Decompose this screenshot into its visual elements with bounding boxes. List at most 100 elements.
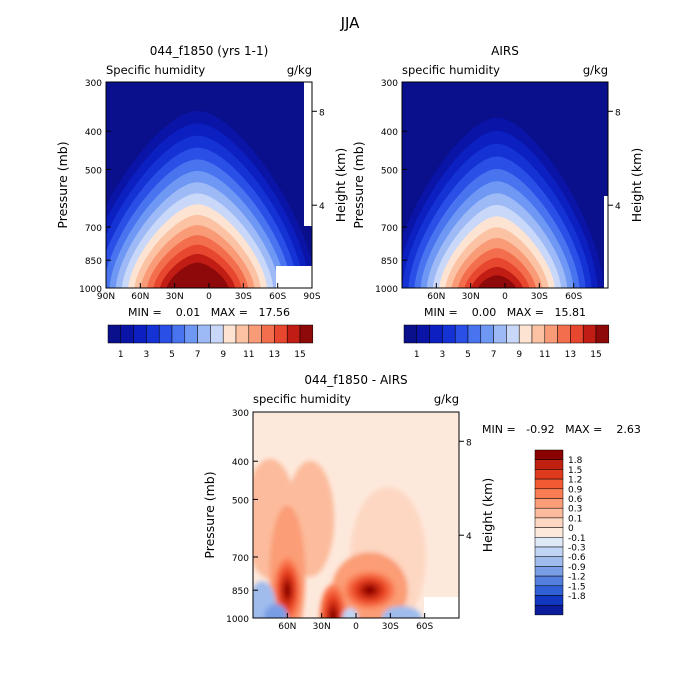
colorbar-label: 5 [169,350,175,360]
colorbar-label: 13 [565,350,576,360]
contour-band-15 [477,275,516,288]
panel-obs-colorbar: 1 3 5 7 9 11 13 15 [403,324,610,360]
x-tick-label: 60S [416,622,433,632]
y-tick-label: 700 [232,554,249,564]
panel-obs-height-axis-label: Height (km) [629,148,644,222]
x-tick-label: 60N [278,622,296,632]
colorbar-swatch [582,324,597,344]
panel-diff-units-label: g/kg [434,392,459,406]
y-tick-label: 400 [232,458,249,468]
colorbar-swatch [534,488,564,499]
colorbar-swatch [286,324,301,344]
anomaly-core-band [284,582,291,598]
colorbar-swatch [107,324,122,344]
difference-field [253,458,427,618]
panel-obs-plot-area [402,82,608,288]
colorbar-label: 0.6 [568,495,583,505]
height-tick-label: 8 [466,438,472,448]
panel-obs: AIRS specific humidity g/kg 300 400 500 700… [351,44,644,360]
y-tick-label: 850 [381,257,398,267]
colorbar-label: 0.1 [568,514,582,524]
height-tick-label: 4 [466,532,472,542]
panel-diff-variable-label: specific humidity [253,392,351,406]
y-tick-label: 500 [85,166,102,176]
panel-diff-min-max: MIN = -0.92 MAX = 2.63 [482,423,641,436]
panel-diff-y-axis-label: Pressure (mb) [202,471,217,558]
x-tick-label: 60S [565,292,582,302]
y-tick-label: 300 [85,79,102,89]
y-tick-label: 300 [232,409,249,419]
colorbar-label: 13 [269,350,280,360]
colorbar-swatch [158,324,173,344]
panel-model-y-axis: 300 400 500 700 850 1000 [79,79,111,295]
panel-diff-contours [253,458,427,618]
x-tick-label: 0 [353,622,359,632]
colorbar-swatch [429,324,443,344]
colorbar-label: 3 [144,350,150,360]
contour-band-15 [166,262,229,288]
panel-diff-plot-area [253,412,459,618]
colorbar-swatch [534,604,564,616]
colorbar-label: 5 [465,350,471,360]
y-tick-label: 1000 [79,285,102,295]
y-tick-label: 1000 [375,285,398,295]
panel-obs-units-label: g/kg [583,63,608,77]
colorbar-label: -0.3 [568,544,586,554]
x-tick-label: 0 [206,292,212,302]
panel-model-colorbar: 1 3 5 7 9 11 13 15 [107,324,314,360]
colorbar-swatch [518,324,533,344]
negative-anomaly-region [342,608,359,618]
colorbar-label: 11 [539,350,550,360]
colorbar-swatch [570,324,584,344]
height-tick-label: 4 [319,202,325,212]
panel-model-height-axis: 84 [312,108,325,212]
colorbar-swatch [534,459,564,470]
figure-title: JJA [340,14,361,32]
y-tick-label: 400 [381,128,398,138]
colorbar-label: 1 [118,350,124,360]
anomaly-core-band [329,608,337,618]
colorbar-swatch [534,537,564,548]
panel-obs-min-max: MIN = 0.00 MAX = 15.81 [424,306,586,319]
colorbar-label: 0 [568,524,574,534]
panel-model: 044_f1850 (yrs 1-1) Specific humidity g/… [55,44,348,360]
colorbar-label: -0.6 [568,553,586,563]
negative-anomaly-region [263,604,288,618]
colorbar-swatch [493,324,507,344]
colorbar-swatch [534,478,564,490]
panel-model-missing-region-lower [276,266,312,288]
panel-diff-height-axis-label: Height (km) [480,478,495,552]
panel-diff-y-axis: 300 400 500 700 850 1000 [226,409,258,625]
colorbar-label: -1.2 [568,573,586,583]
panel-obs-height-axis: 84 [608,108,621,212]
colorbar-swatch [454,324,469,344]
colorbar-swatch [197,324,211,344]
panel-diff-missing-region [424,597,459,618]
colorbar-swatch [506,324,520,344]
colorbar-label: -1.5 [568,582,586,592]
colorbar-swatch [544,324,558,344]
y-tick-label: 700 [85,224,102,234]
colorbar-swatch [534,469,564,480]
colorbar-label: -0.9 [568,563,586,573]
panel-diff: 044_f1850 - AIRS specific humidity g/kg … [202,373,641,632]
colorbar-swatch [146,324,160,344]
colorbar-swatch [480,324,494,344]
colorbar-swatch [595,324,610,344]
colorbar-swatch [531,324,546,344]
colorbar-swatch [403,324,418,344]
colorbar-label: 7 [195,350,201,360]
height-tick-label: 8 [319,108,325,118]
colorbar-swatch [534,575,564,587]
x-tick-label: 0 [502,292,508,302]
x-tick-label: 30N [166,292,184,302]
panel-model-height-axis-label: Height (km) [333,148,348,222]
colorbar-swatch [534,585,564,596]
colorbar-swatch [416,324,430,344]
panel-obs-y-axis: 300 400 500 700 850 1000 [375,79,407,295]
panel-obs-title: AIRS [491,44,519,58]
colorbar-label: 11 [243,350,254,360]
colorbar-swatch [534,449,564,460]
colorbar-swatch [534,556,564,567]
